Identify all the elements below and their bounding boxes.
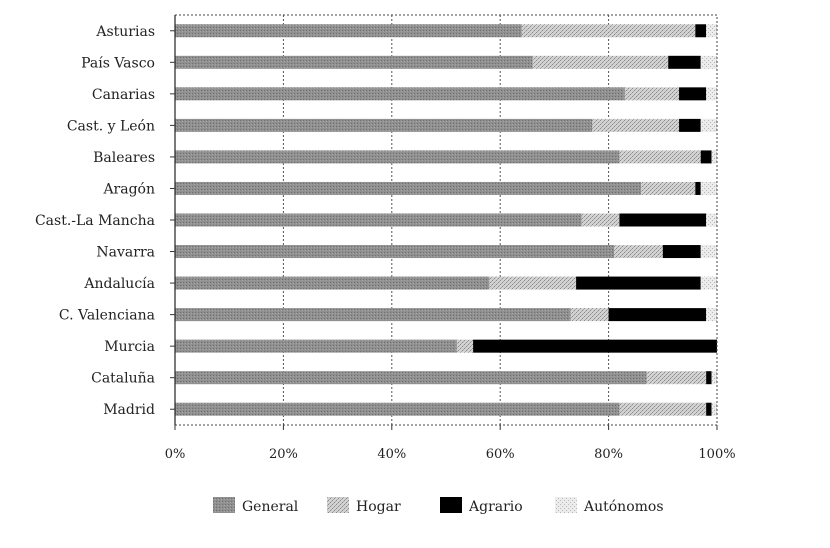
bar-navarra-hogar xyxy=(614,245,663,259)
x-tick-label: 20% xyxy=(269,447,298,462)
bar-cast-la-mancha-general xyxy=(175,213,582,227)
bars-layer xyxy=(175,24,717,416)
bar-cataluna-general xyxy=(175,371,647,385)
bar-cataluna-hogar xyxy=(646,371,707,385)
bar-madrid-agrario xyxy=(706,402,712,416)
bar-baleares-general xyxy=(175,150,620,164)
bar-aragon-autonomos xyxy=(700,181,717,195)
bar-baleares-autonomos xyxy=(711,150,717,164)
category-label-cast-y-leon: Cast. y León xyxy=(67,118,155,134)
bar-pais-vasco-agrario xyxy=(668,55,701,69)
bar-madrid-autonomos xyxy=(711,402,717,416)
legend-label-general: General xyxy=(242,499,299,515)
category-label-andalucia: Andalucía xyxy=(83,276,155,292)
category-label-asturias: Asturias xyxy=(95,24,155,40)
bar-cast-y-leon-autonomos xyxy=(700,118,717,132)
bar-cast-la-mancha-hogar xyxy=(581,213,620,227)
x-tick-label: 60% xyxy=(486,447,515,462)
bar-c-valenciana-autonomos xyxy=(706,308,717,322)
bar-c-valenciana-general xyxy=(175,308,571,322)
bar-pais-vasco-hogar xyxy=(532,55,669,69)
bar-navarra-general xyxy=(175,245,615,259)
bar-andalucia-autonomos xyxy=(700,276,717,290)
bar-navarra-autonomos xyxy=(700,245,717,259)
category-label-cast-la-mancha: Cast.-La Mancha xyxy=(35,213,155,229)
legend-swatch-autonomos xyxy=(555,497,577,513)
axis-layer: 0% 20% 40% 60% 80% 100% Asturias País Vasco Cana… xyxy=(35,14,736,462)
x-tick-label: 0% xyxy=(165,447,186,462)
bar-canarias-autonomos xyxy=(706,87,717,101)
bar-cataluna-agrario xyxy=(706,371,712,385)
legend-label-hogar: Hogar xyxy=(356,499,401,515)
bar-asturias-hogar xyxy=(521,24,696,38)
bar-cast-y-leon-general xyxy=(175,118,593,132)
bar-asturias-general xyxy=(175,24,522,38)
bar-cast-la-mancha-autonomos xyxy=(706,213,717,227)
category-label-pais-vasco: País Vasco xyxy=(81,55,155,71)
bar-cast-la-mancha-agrario xyxy=(619,213,707,227)
bar-murcia-agrario xyxy=(473,339,717,353)
bar-madrid-hogar xyxy=(619,402,707,416)
bar-pais-vasco-general xyxy=(175,55,533,69)
category-label-aragon: Aragón xyxy=(102,181,155,197)
bar-asturias-agrario xyxy=(695,24,707,38)
x-tick-label: 40% xyxy=(377,447,406,462)
legend-label-autonomos: Autónomos xyxy=(583,499,664,515)
bar-navarra-agrario xyxy=(662,245,701,259)
bar-pais-vasco-autonomos xyxy=(700,55,717,69)
legend-swatch-general xyxy=(213,497,235,513)
bar-andalucia-agrario xyxy=(576,276,701,290)
bar-baleares-hogar xyxy=(619,150,701,164)
bar-cataluna-autonomos xyxy=(711,371,717,385)
bar-canarias-hogar xyxy=(624,87,680,101)
category-label-madrid: Madrid xyxy=(103,402,155,418)
category-label-cataluna: Cataluña xyxy=(91,371,155,387)
legend-swatch-agrario xyxy=(440,497,462,513)
legend: General Hogar Agrario Autónomos xyxy=(213,497,664,515)
bar-cast-y-leon-hogar xyxy=(592,118,680,132)
bar-c-valenciana-agrario xyxy=(608,308,707,322)
legend-label-agrario: Agrario xyxy=(468,499,523,515)
bar-madrid-general xyxy=(175,402,620,416)
bar-andalucia-hogar xyxy=(489,276,577,290)
bar-aragon-agrario xyxy=(695,181,701,195)
bar-murcia-hogar xyxy=(456,339,474,353)
legend-swatch-hogar xyxy=(327,497,349,513)
category-label-murcia: Murcia xyxy=(104,339,155,355)
category-label-baleares: Baleares xyxy=(93,150,155,166)
bar-aragon-hogar xyxy=(641,181,696,195)
bar-canarias-general xyxy=(175,87,625,101)
category-label-c-valenciana: C. Valenciana xyxy=(59,308,155,324)
bar-aragon-general xyxy=(175,181,642,195)
bar-asturias-autonomos xyxy=(706,24,717,38)
x-tick-label: 100% xyxy=(698,447,735,462)
category-label-canarias: Canarias xyxy=(92,87,155,103)
category-label-navarra: Navarra xyxy=(96,245,155,261)
bar-cast-y-leon-agrario xyxy=(679,118,701,132)
bar-canarias-agrario xyxy=(679,87,707,101)
bar-c-valenciana-hogar xyxy=(570,308,609,322)
bar-baleares-agrario xyxy=(700,150,712,164)
bar-andalucia-general xyxy=(175,276,490,290)
x-tick-label: 80% xyxy=(594,447,623,462)
bar-murcia-general xyxy=(175,339,457,353)
